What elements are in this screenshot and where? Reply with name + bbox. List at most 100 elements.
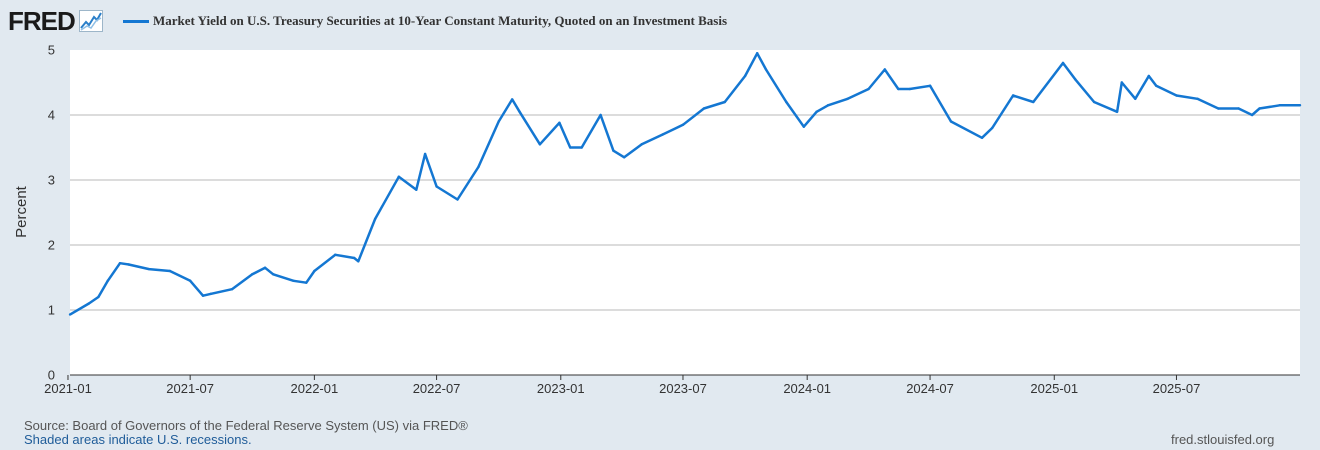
data-point bbox=[623, 156, 626, 159]
fred-logo[interactable]: FRED bbox=[8, 6, 103, 36]
data-point bbox=[353, 256, 356, 260]
data-point bbox=[1250, 113, 1254, 117]
x-tick-label: 2025-07 bbox=[1153, 381, 1201, 396]
data-point bbox=[538, 143, 542, 146]
data-point bbox=[209, 292, 213, 295]
x-tick-label: 2023-01 bbox=[537, 381, 585, 396]
data-point bbox=[397, 175, 400, 178]
data-point bbox=[661, 133, 664, 136]
data-point bbox=[764, 68, 768, 71]
data-point bbox=[1175, 94, 1178, 97]
data-point bbox=[456, 198, 459, 201]
y-axis-label: Percent bbox=[13, 185, 30, 238]
data-point bbox=[97, 295, 100, 299]
x-tick-label: 2021-01 bbox=[44, 381, 92, 396]
data-point bbox=[305, 281, 308, 284]
x-tick-label: 2021-07 bbox=[166, 381, 214, 396]
data-point bbox=[271, 273, 275, 276]
data-point bbox=[435, 185, 438, 188]
data-point bbox=[702, 107, 706, 110]
data-point bbox=[1073, 78, 1077, 81]
data-point bbox=[292, 279, 295, 282]
data-point bbox=[168, 269, 172, 273]
data-point bbox=[785, 100, 788, 104]
y-axis: 0 1 2 3 4 5 bbox=[48, 43, 55, 383]
data-point bbox=[106, 279, 110, 282]
chart-title: Market Yield on U.S. Treasury Securities… bbox=[153, 13, 728, 28]
data-point bbox=[423, 152, 427, 156]
data-point bbox=[1120, 81, 1123, 84]
data-point bbox=[815, 110, 818, 113]
y-tick-label: 0 bbox=[48, 368, 55, 383]
y-tick-label: 2 bbox=[48, 238, 55, 253]
data-point bbox=[580, 146, 583, 149]
fred-logo-text: FRED bbox=[8, 6, 76, 36]
data-point bbox=[990, 126, 994, 130]
data-point bbox=[1115, 110, 1119, 113]
data-point bbox=[1147, 74, 1150, 78]
data-point bbox=[756, 52, 759, 55]
data-point bbox=[1011, 94, 1015, 97]
data-point bbox=[263, 266, 267, 269]
data-point bbox=[980, 136, 984, 139]
x-tick-label: 2024-07 bbox=[906, 381, 954, 396]
x-tick-label: 2022-07 bbox=[413, 381, 461, 396]
data-point bbox=[681, 123, 685, 126]
data-point bbox=[1155, 84, 1158, 87]
y-tick-label: 1 bbox=[48, 303, 55, 318]
data-point bbox=[1217, 107, 1220, 110]
chart-legend: Market Yield on U.S. Treasury Securities… bbox=[123, 9, 727, 33]
data-point bbox=[1298, 104, 1302, 107]
data-point bbox=[1258, 107, 1261, 110]
plot-area bbox=[70, 50, 1300, 375]
data-point bbox=[599, 113, 602, 117]
data-point bbox=[188, 279, 192, 282]
fred-url[interactable]: fred.stlouisfed.org bbox=[1171, 432, 1275, 447]
data-point bbox=[949, 120, 953, 123]
data-point bbox=[118, 262, 122, 265]
x-tick-label: 2025-01 bbox=[1030, 381, 1078, 396]
data-point bbox=[201, 294, 205, 297]
data-point bbox=[867, 87, 870, 91]
data-point bbox=[846, 97, 849, 100]
data-point bbox=[723, 100, 727, 104]
data-point bbox=[743, 74, 747, 78]
data-point bbox=[883, 68, 887, 71]
data-point bbox=[1032, 100, 1035, 104]
data-point bbox=[802, 125, 806, 128]
x-tick-label: 2022-01 bbox=[291, 381, 339, 396]
data-point bbox=[1237, 107, 1240, 110]
data-point bbox=[230, 288, 234, 291]
data-point bbox=[612, 149, 615, 152]
line-chart-icon bbox=[78, 10, 103, 32]
data-point bbox=[497, 120, 500, 123]
source-note: Source: Board of Governors of the Federa… bbox=[24, 418, 468, 433]
gridlines bbox=[70, 114, 1300, 311]
data-points bbox=[68, 52, 1302, 316]
y-tick-label: 4 bbox=[48, 108, 55, 123]
recession-note[interactable]: Shaded areas indicate U.S. recessions. bbox=[24, 432, 252, 447]
x-tick-label: 2023-07 bbox=[659, 381, 707, 396]
legend-swatch bbox=[123, 19, 149, 23]
data-point bbox=[87, 302, 91, 305]
data-point bbox=[908, 87, 912, 91]
data-point bbox=[373, 217, 377, 221]
data-point bbox=[897, 87, 900, 91]
data-point bbox=[826, 104, 830, 107]
data-point bbox=[928, 84, 932, 87]
data-point bbox=[510, 98, 514, 101]
x-axis: 2021-01 2021-07 2022-01 2022-07 2023-01 2023-… bbox=[44, 374, 1300, 396]
data-point bbox=[334, 253, 337, 256]
data-point bbox=[1278, 104, 1281, 107]
data-point bbox=[1061, 61, 1065, 65]
data-point bbox=[1092, 100, 1096, 104]
data-point bbox=[415, 188, 418, 191]
x-tick-label: 2024-01 bbox=[783, 381, 831, 396]
data-point bbox=[251, 273, 254, 276]
data-point bbox=[569, 146, 572, 149]
data-point bbox=[127, 263, 130, 266]
data-point bbox=[147, 267, 151, 271]
data-point bbox=[518, 110, 521, 113]
data-point bbox=[1134, 97, 1137, 100]
data-point bbox=[640, 143, 643, 146]
